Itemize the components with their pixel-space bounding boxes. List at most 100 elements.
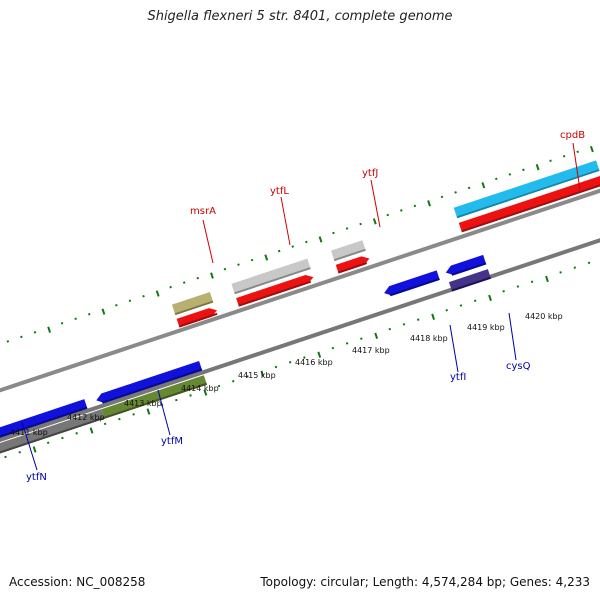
major-tick — [32, 446, 37, 453]
gene-label-ytfN: ytfN — [26, 472, 47, 483]
feature-ytfI — [384, 270, 440, 297]
minor-tick — [4, 455, 7, 459]
minor-tick — [277, 249, 281, 253]
minor-tick — [305, 240, 308, 244]
kbp-label-4414: 4414 kbp — [181, 384, 219, 393]
minor-tick — [454, 191, 457, 194]
minor-tick — [291, 245, 295, 248]
accession-text: Accession: NC_008258 — [9, 575, 146, 589]
outer-tick-ring — [6, 145, 594, 343]
minor-tick — [359, 222, 362, 226]
feature-ytfL-outer — [231, 258, 311, 295]
minor-tick — [440, 195, 444, 199]
gene-label-ytfL: ytfL — [270, 186, 289, 197]
minor-tick — [416, 318, 420, 321]
minor-tick — [246, 375, 249, 378]
major-tick — [146, 408, 151, 415]
minor-tick — [132, 413, 135, 416]
minor-tick — [559, 271, 562, 274]
major-tick — [210, 272, 214, 279]
major-tick — [89, 427, 94, 434]
minor-tick — [467, 186, 471, 190]
feature-cysQ-inner — [448, 269, 492, 292]
minor-tick — [473, 299, 477, 303]
minor-tick — [459, 304, 463, 307]
feature-cpdB — [458, 175, 600, 233]
major-tick — [101, 308, 106, 315]
minor-tick — [250, 258, 254, 262]
major-tick — [535, 164, 540, 171]
gene-label-msrA: msrA — [190, 206, 216, 217]
minor-tick — [223, 267, 227, 271]
minor-tick — [360, 337, 363, 340]
kbp-label-4420: 4420 kbp — [525, 312, 563, 321]
minor-tick — [413, 204, 417, 208]
feature-ytfJ-outer — [331, 240, 366, 262]
feature-cysQ — [445, 254, 487, 276]
minor-tick — [61, 436, 64, 440]
minor-tick — [400, 209, 403, 212]
minor-tick — [530, 280, 534, 284]
minor-tick — [169, 285, 172, 289]
minor-tick — [182, 281, 186, 284]
feature-ytfN-inner — [0, 409, 105, 481]
major-tick — [481, 182, 486, 189]
minor-tick — [587, 261, 591, 265]
minor-tick — [516, 285, 520, 288]
feature-cpdB-outer — [453, 160, 600, 219]
minor-tick — [189, 394, 192, 397]
feature-ytfJ — [335, 256, 370, 274]
minor-tick — [74, 317, 77, 321]
kbp-label-4418: 4418 kbp — [410, 334, 448, 343]
forward-leader-lines — [202, 142, 581, 264]
gene-label-cpdB: cpdB — [560, 130, 585, 141]
gene-label-cysQ: cysQ — [506, 361, 531, 372]
major-tick — [155, 290, 160, 297]
minor-tick — [522, 168, 525, 172]
minor-tick — [345, 342, 349, 345]
minor-tick — [237, 263, 240, 266]
reverse-leader-lines — [21, 312, 517, 471]
topology-summary: Topology: circular; Length: 4,574,284 bp… — [260, 575, 590, 589]
major-tick — [431, 313, 436, 321]
minor-tick — [175, 398, 178, 402]
feature-msrA-outer — [171, 292, 214, 316]
kbp-label-4416: 4416 kbp — [295, 358, 333, 367]
kbp-label-4417: 4417 kbp — [352, 346, 390, 355]
inner-tick-ring — [4, 261, 591, 459]
kbp-label-4419: 4419 kbp — [467, 323, 505, 332]
minor-tick — [576, 150, 579, 154]
minor-tick — [345, 227, 349, 230]
minor-tick — [388, 327, 392, 331]
minor-tick — [217, 384, 221, 388]
minor-tick — [508, 173, 512, 176]
kbp-label-4415: 4415 kbp — [238, 371, 276, 380]
minor-tick — [231, 379, 235, 383]
feature-ytfL — [236, 275, 314, 307]
major-tick — [318, 236, 323, 243]
reverse-backbone — [0, 195, 600, 471]
minor-tick — [573, 266, 577, 269]
minor-tick — [142, 294, 145, 298]
kbp-label-4412: 4412 kbp — [67, 413, 105, 422]
gene-label-ytfM: ytfM — [161, 436, 183, 447]
minor-tick — [75, 432, 78, 435]
major-tick — [264, 254, 269, 261]
minor-tick — [386, 213, 390, 217]
minor-tick — [331, 346, 335, 350]
major-tick — [488, 294, 492, 302]
major-tick — [374, 332, 379, 339]
minor-tick — [562, 155, 566, 158]
minor-tick — [502, 290, 505, 293]
forward-backbone — [0, 150, 600, 426]
major-tick — [427, 200, 431, 207]
gene-label-ytfJ: ytfJ — [362, 168, 378, 179]
feature-msrA — [176, 308, 218, 328]
minor-tick — [87, 312, 91, 316]
major-tick — [590, 145, 594, 153]
minor-tick — [46, 441, 50, 445]
major-tick — [545, 275, 549, 283]
minor-tick — [332, 231, 335, 235]
minor-tick — [33, 331, 37, 334]
minor-tick — [549, 159, 552, 163]
